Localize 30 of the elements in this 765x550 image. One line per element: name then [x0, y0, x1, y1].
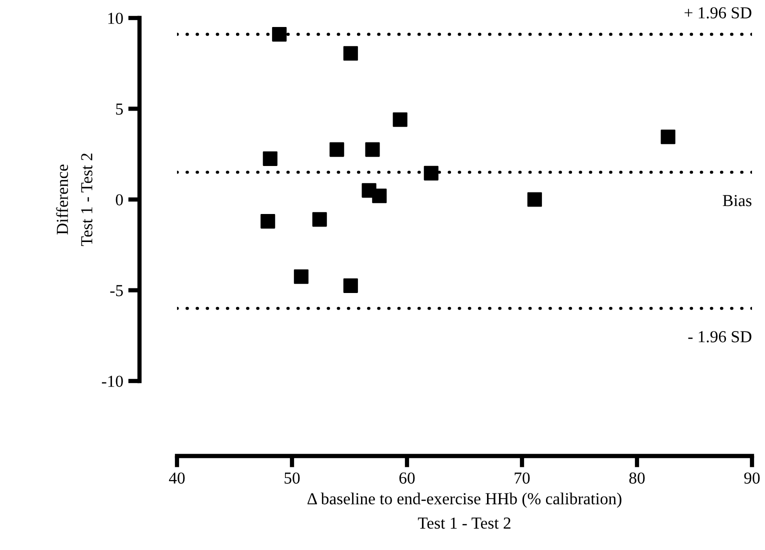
ref-line-label: - 1.96 SD [688, 331, 752, 342]
x-tick-label: 40 [168, 472, 185, 484]
y-tick-label: -10 [102, 376, 123, 387]
point [262, 151, 278, 166]
point [372, 188, 387, 204]
point [330, 142, 344, 157]
point [527, 192, 542, 207]
x-tick-label: 70 [514, 472, 530, 484]
x-tick-label: 80 [629, 472, 645, 484]
y-tick-label: 10 [108, 12, 123, 24]
point [424, 166, 438, 180]
point [272, 27, 287, 42]
y-axis-title: Difference Test 1 - Test 2 [56, 154, 92, 246]
ref-line-label: + 1.96 SD [684, 7, 752, 19]
point [294, 269, 308, 284]
point [312, 212, 327, 227]
y-tick-label: 0 [116, 194, 123, 206]
y-tick-label: -5 [110, 285, 123, 296]
point [343, 278, 358, 293]
x-tick-label: 60 [399, 472, 415, 484]
x-tick-label: 50 [284, 472, 300, 484]
x-tick-label: 90 [744, 472, 760, 484]
y-tick-label: 5 [116, 104, 123, 115]
point [343, 46, 358, 61]
point [660, 130, 676, 144]
ref-line-label: Bias [722, 195, 752, 206]
point [260, 214, 276, 229]
point [392, 112, 408, 127]
point [365, 142, 380, 157]
x-axis-title: Δ baseline to end-exercise HHb (% calibration) Test 1 - Test 2 [308, 492, 622, 529]
